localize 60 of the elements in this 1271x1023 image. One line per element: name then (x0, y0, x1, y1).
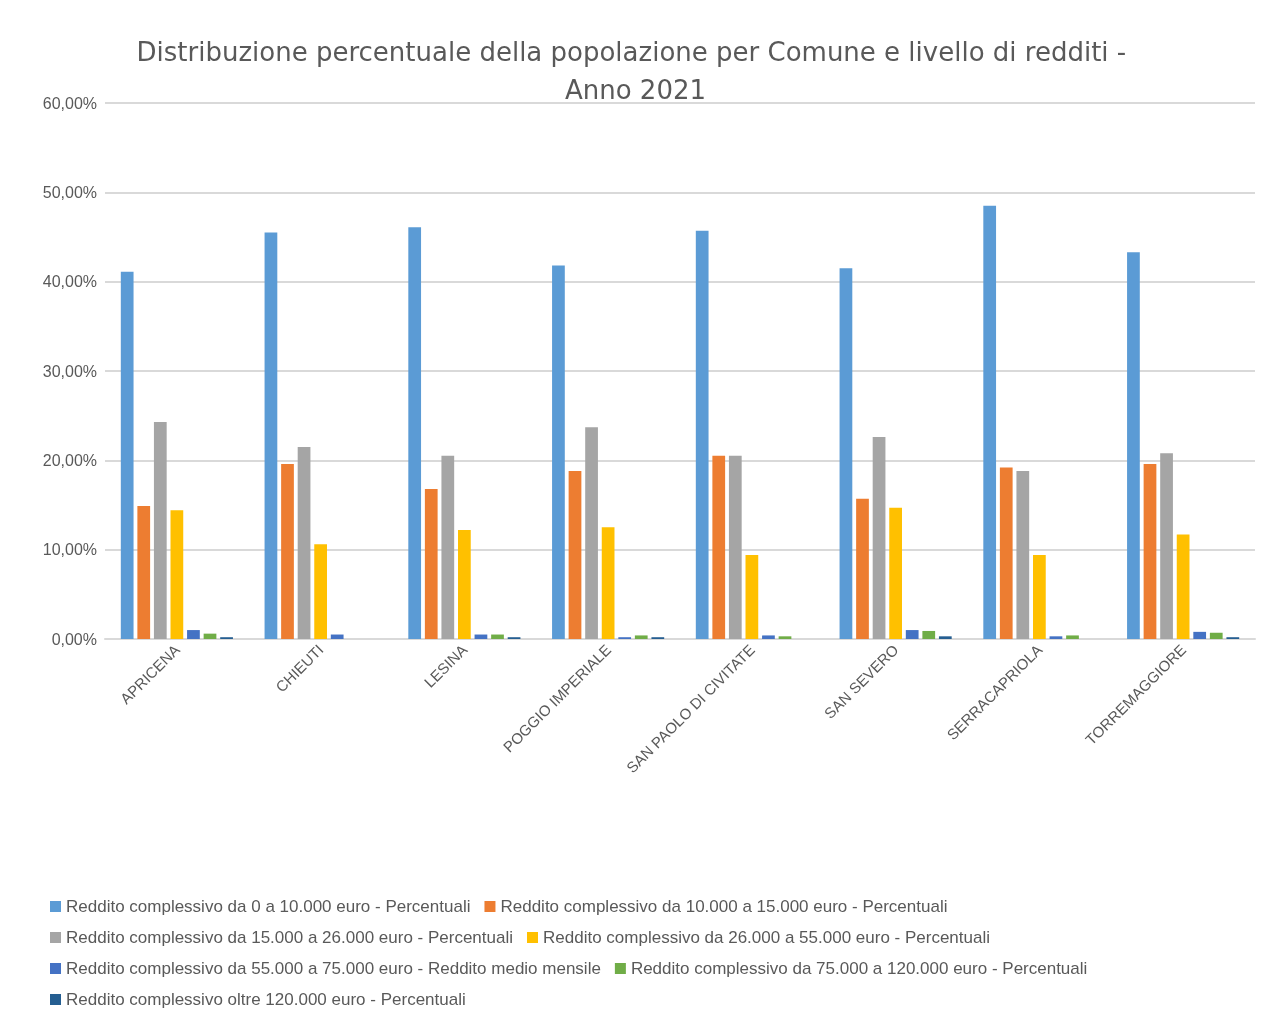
bar (297, 446, 311, 639)
bar (330, 634, 344, 639)
bar (634, 635, 648, 639)
bar (1033, 555, 1046, 639)
legend-label: Reddito complessivo da 15.000 a 26.000 euro - Percentuali (66, 928, 514, 947)
bar (568, 471, 582, 639)
bar (187, 630, 200, 639)
bar (601, 527, 615, 639)
bar (458, 530, 471, 639)
bar (983, 205, 997, 639)
bar (1049, 636, 1063, 639)
bar (1193, 631, 1207, 639)
bar (264, 232, 278, 639)
y-tick-label: 30,00% (42, 362, 97, 380)
bar (1176, 534, 1190, 639)
legend-label: Reddito complessivo oltre 120.000 euro - Percentuali (66, 990, 466, 1009)
legend-label: Reddito complessivo da 26.000 a 55.000 euro - Percentuali (543, 928, 991, 947)
bar (712, 455, 726, 639)
bar (999, 467, 1013, 639)
bar (1127, 252, 1140, 639)
bar (745, 555, 759, 639)
bar (281, 463, 294, 639)
bar (1016, 471, 1030, 639)
bar (1209, 632, 1223, 639)
bar (441, 455, 455, 639)
y-tick-label: 10,00% (42, 541, 97, 559)
bar (1160, 453, 1173, 639)
bar (856, 498, 869, 639)
bar (872, 437, 886, 639)
bar (1143, 463, 1157, 639)
bar (905, 630, 919, 639)
y-tick-label: 0,00% (51, 630, 97, 648)
bar (153, 421, 167, 639)
bar (314, 544, 327, 639)
y-tick-label: 40,00% (42, 273, 97, 291)
y-tick-label: 60,00% (42, 94, 97, 112)
bar (137, 505, 151, 639)
bar (1066, 635, 1079, 639)
bar (938, 636, 952, 639)
bar (491, 634, 504, 639)
bar (170, 510, 184, 639)
bar (120, 271, 134, 639)
bar (778, 636, 792, 639)
bar (695, 230, 709, 639)
legend-label: Reddito complessivo da 55.000 a 75.000 euro - Reddito medio mensile (66, 959, 601, 978)
bar (408, 227, 422, 639)
y-tick-label: 50,00% (42, 183, 97, 201)
bar (762, 635, 775, 639)
legend-label: Reddito complessivo da 10.000 a 15.000 euro - Percentuali (500, 897, 948, 916)
bar (585, 427, 598, 639)
bar (922, 630, 936, 639)
bar (552, 265, 565, 639)
chart-title: Distribuzione percentuale della popolazione per Comune e livello di redditi - Anno 2021 (136, 37, 1135, 105)
bar (839, 268, 853, 639)
bar (728, 455, 742, 639)
bar (889, 507, 902, 639)
legend-label: Reddito complessivo da 0 a 10.000 euro - Percentuali (66, 897, 471, 916)
y-tick-label: 20,00% (42, 451, 97, 469)
bar (424, 488, 438, 639)
legend-label: Reddito complessivo da 75.000 a 120.000 euro - Percentuali (630, 959, 1088, 978)
